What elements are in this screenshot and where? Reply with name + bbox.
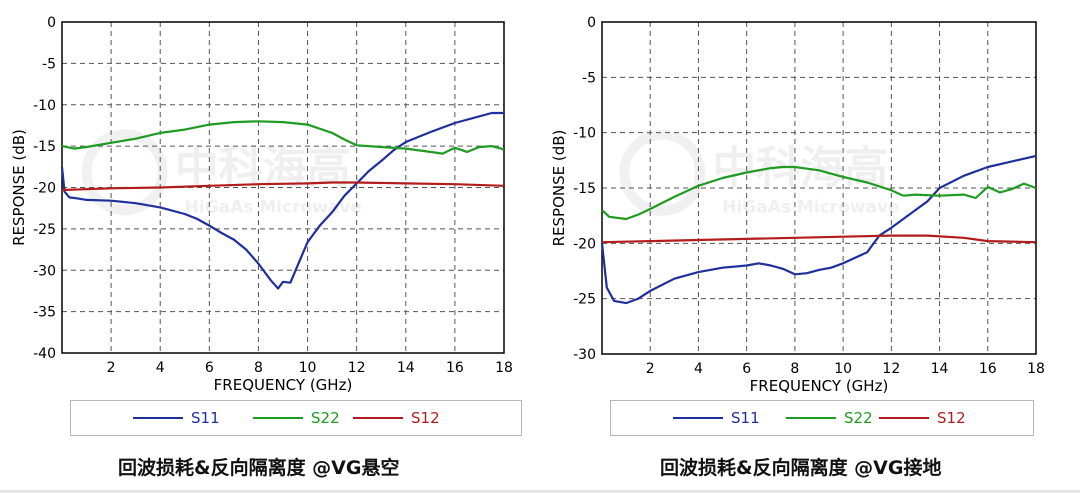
- y-tick-label: 0: [587, 15, 596, 31]
- watermark-logo-icon: [619, 129, 706, 216]
- y-tick-label: -20: [33, 181, 56, 197]
- chart-caption-left: 回波损耗&反向隔离度 @VG悬空: [118, 457, 400, 479]
- chart-panel-left: 中科海高 HiGaAs Microwave 0 -5 -10 -15 -20 -25 -30 -3…: [10, 15, 522, 479]
- y-tick-label: -5: [42, 56, 56, 72]
- legend-label-s22: S22: [311, 409, 340, 427]
- legend-right: S11 S22 S12: [610, 400, 1034, 436]
- series-line-s22: [601, 165, 1037, 221]
- legend-swatch-s22: [253, 417, 303, 419]
- watermark-logo-icon: [81, 129, 168, 216]
- x-tick-label: 8: [254, 360, 263, 376]
- legend-item-s11: S11: [133, 409, 220, 427]
- x-tick-label: 16: [979, 361, 997, 377]
- series-line-s11: [60, 111, 504, 290]
- x-tick-label: 12: [882, 361, 900, 377]
- x-tick-label: 6: [205, 360, 214, 376]
- y-tick-label: -5: [582, 70, 596, 86]
- page-bottom-rule: [0, 490, 1080, 493]
- x-tick-label: 8: [790, 361, 799, 377]
- x-tick-label: 4: [694, 361, 703, 377]
- y-tick-label: -20: [573, 236, 596, 252]
- series-line-s12: [601, 234, 1037, 244]
- legend-swatch-s22: [786, 417, 836, 419]
- legend-label-s11: S11: [731, 409, 760, 427]
- watermark-text-en: HiGaAs Microwave: [722, 198, 899, 218]
- legend-left: S11 S22 S12: [70, 400, 522, 436]
- x-tick-label: 2: [646, 361, 655, 377]
- legend-label-s22: S22: [844, 409, 873, 427]
- x-tick-label: 12: [348, 360, 366, 376]
- legend-swatch-s11: [133, 417, 183, 419]
- x-tick-label: 2: [107, 360, 116, 376]
- x-tick-label: 10: [834, 361, 852, 377]
- chart-panel-right: 中科海高 HiGaAs Microwave 0 -5 -10 -15 -20 -25 -30 2 4…: [540, 0, 1080, 493]
- y-tick-label: -35: [33, 305, 56, 321]
- legend-swatch-s12: [353, 417, 403, 419]
- chart-caption-right: 回波损耗&反向隔离度 @VG接地: [660, 457, 942, 479]
- y-tick-label: -25: [33, 222, 56, 238]
- y-axis-label: RESPONSE (dB): [550, 130, 568, 247]
- legend-swatch-s11: [673, 417, 723, 419]
- y-tick-label: -40: [33, 346, 56, 362]
- x-tick-label: 4: [156, 360, 165, 376]
- x-tick-label: 14: [931, 361, 949, 377]
- y-tick-label: -25: [573, 292, 596, 308]
- legend-label-s12: S12: [411, 409, 440, 427]
- x-axis-label: FREQUENCY (GHz): [214, 376, 353, 394]
- legend-item-s22: S22: [253, 409, 340, 427]
- y-tick-label: -10: [33, 98, 56, 114]
- watermark-text-en: HiGaAs Microwave: [185, 197, 362, 217]
- x-tick-label: 18: [495, 360, 513, 376]
- legend-item-s22: S22: [786, 409, 873, 427]
- legend-swatch-s12: [879, 417, 929, 419]
- y-tick-label: -15: [33, 139, 56, 155]
- x-axis-label: FREQUENCY (GHz): [750, 377, 889, 395]
- x-tick-label: 18: [1027, 361, 1045, 377]
- series-line-s12: [61, 181, 505, 192]
- legend-item-s11: S11: [673, 409, 760, 427]
- y-tick-label: -30: [573, 347, 596, 363]
- plot-frame: [61, 21, 505, 354]
- series-line-s22: [61, 120, 505, 155]
- x-tick-label: 14: [397, 360, 415, 376]
- x-tick-label: 10: [299, 360, 317, 376]
- legend-label-s12: S12: [937, 409, 966, 427]
- y-tick-label: -30: [33, 263, 56, 279]
- series-line-s11: [600, 154, 1037, 305]
- y-tick-label: 0: [47, 15, 56, 31]
- y-tick-label: -15: [573, 181, 596, 197]
- legend-label-s11: S11: [191, 409, 220, 427]
- legend-item-s12: S12: [879, 409, 966, 427]
- y-tick-label: -10: [573, 126, 596, 142]
- x-tick-label: 16: [446, 360, 464, 376]
- legend-item-s12: S12: [353, 409, 440, 427]
- y-axis-label: RESPONSE (dB): [10, 129, 28, 246]
- x-tick-label: 6: [742, 361, 751, 377]
